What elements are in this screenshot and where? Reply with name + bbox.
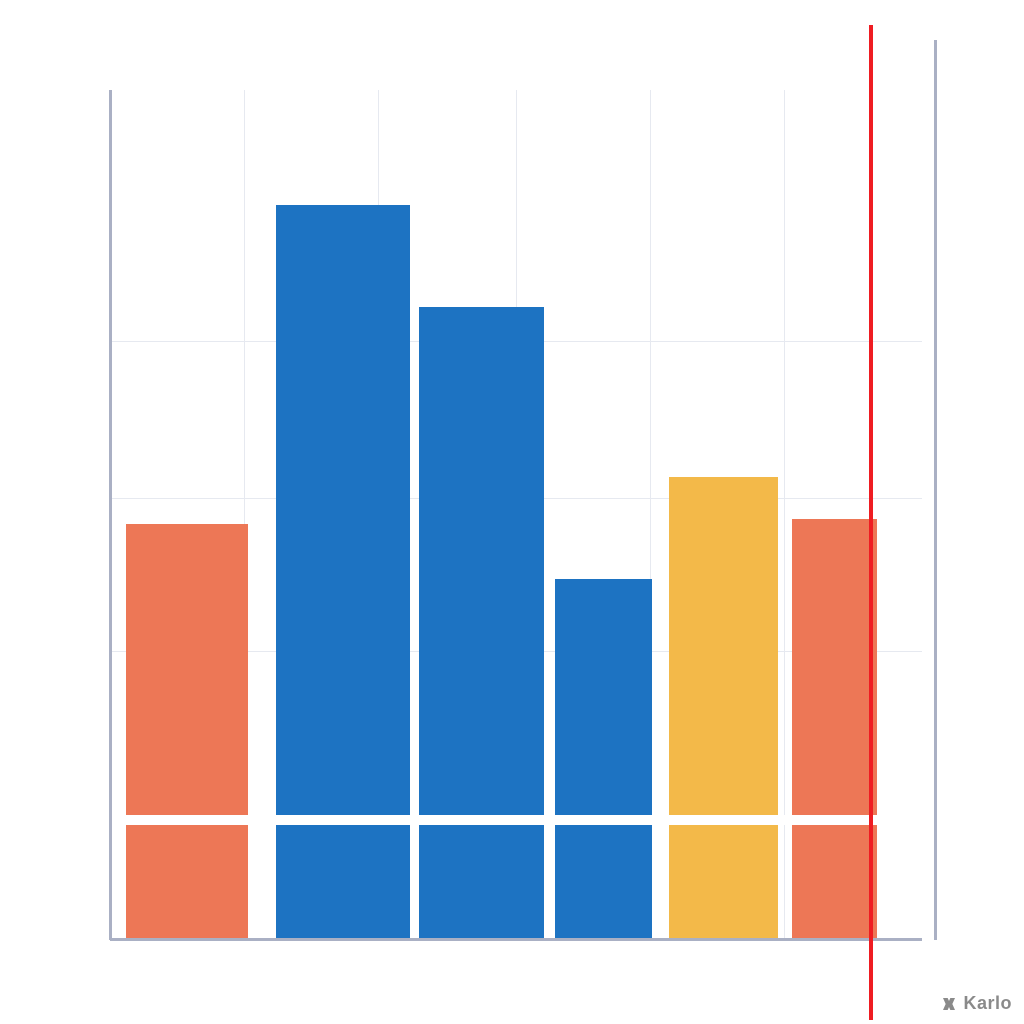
watermark-text: Karlo bbox=[963, 993, 1012, 1014]
bar-4 bbox=[555, 579, 652, 940]
watermark: Karlo bbox=[941, 993, 1012, 1014]
bar-chart bbox=[110, 90, 922, 940]
bar-2 bbox=[276, 205, 410, 940]
right-frame-line bbox=[934, 40, 937, 940]
bar-3 bbox=[419, 307, 545, 940]
x-axis bbox=[110, 938, 922, 941]
y-axis bbox=[109, 90, 112, 940]
bar-5 bbox=[669, 477, 779, 940]
watermark-icon bbox=[941, 996, 957, 1012]
grid-line-vertical bbox=[784, 90, 785, 940]
red-reference-line bbox=[869, 25, 873, 1020]
bar-1 bbox=[126, 524, 248, 941]
bar-6 bbox=[792, 519, 877, 940]
white-band bbox=[110, 815, 922, 825]
